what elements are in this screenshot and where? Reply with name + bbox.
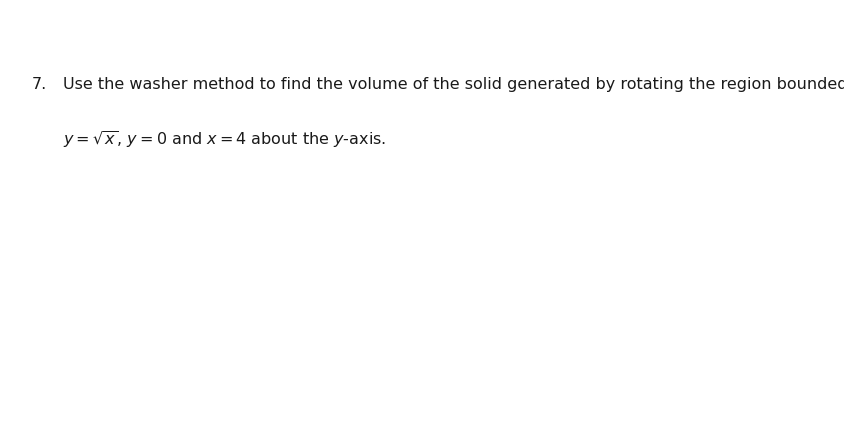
Text: $y = \sqrt{x},\, y = 0$ and $x = 4$ about the $y$-axis.: $y = \sqrt{x},\, y = 0$ and $x = 4$ abou… bbox=[63, 129, 386, 150]
Text: Use the washer method to find the volume of the solid generated by rotating the : Use the washer method to find the volume… bbox=[63, 77, 844, 92]
Text: 7.: 7. bbox=[32, 77, 47, 92]
